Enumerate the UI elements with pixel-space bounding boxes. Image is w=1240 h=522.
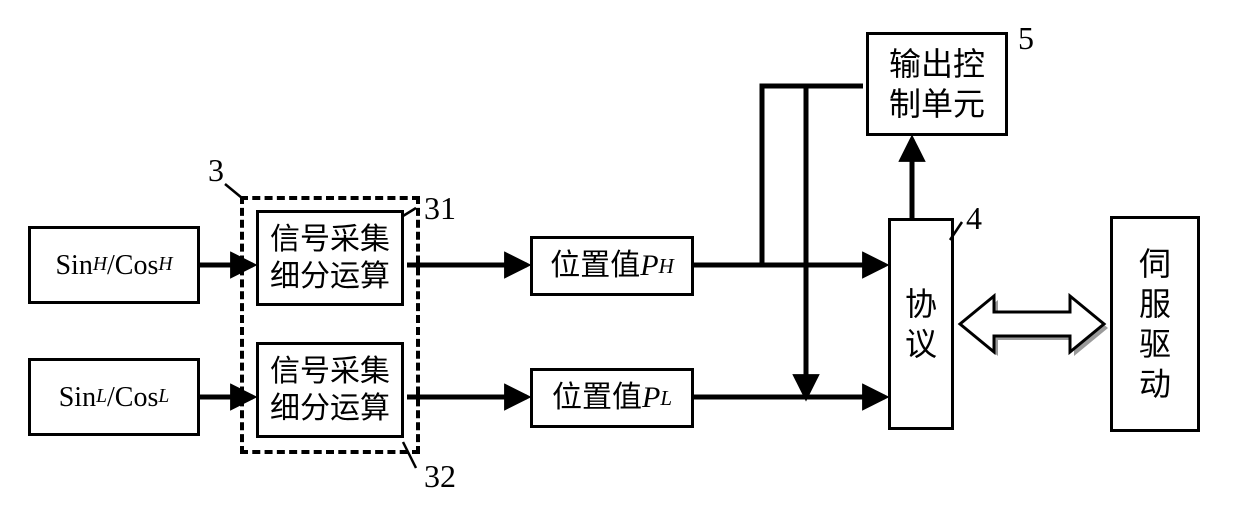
- node-signal-proc-h: 信号采集细分运算: [256, 210, 404, 306]
- node-input-sin-cos-h: SinH/CosH: [28, 226, 200, 304]
- node-position-value-h: 位置值PH: [530, 236, 694, 296]
- node-output-control: 输出控制单元: [866, 32, 1008, 136]
- node-input-sin-cos-l: SinL/CosL: [28, 358, 200, 436]
- node-position-value-l: 位置值PL: [530, 368, 694, 428]
- label-5: 5: [1018, 20, 1034, 57]
- diagram-canvas: SinH/CosH SinL/CosL 信号采集细分运算 信号采集细分运算 位置…: [0, 0, 1240, 522]
- node-signal-proc-l: 信号采集细分运算: [256, 342, 404, 438]
- label-4: 4: [966, 200, 982, 237]
- node-servo-drive: 伺服驱动: [1110, 216, 1200, 432]
- label-31: 31: [424, 190, 456, 227]
- label-32: 32: [424, 458, 456, 495]
- label-3: 3: [208, 152, 224, 189]
- node-protocol: 协议: [888, 218, 954, 430]
